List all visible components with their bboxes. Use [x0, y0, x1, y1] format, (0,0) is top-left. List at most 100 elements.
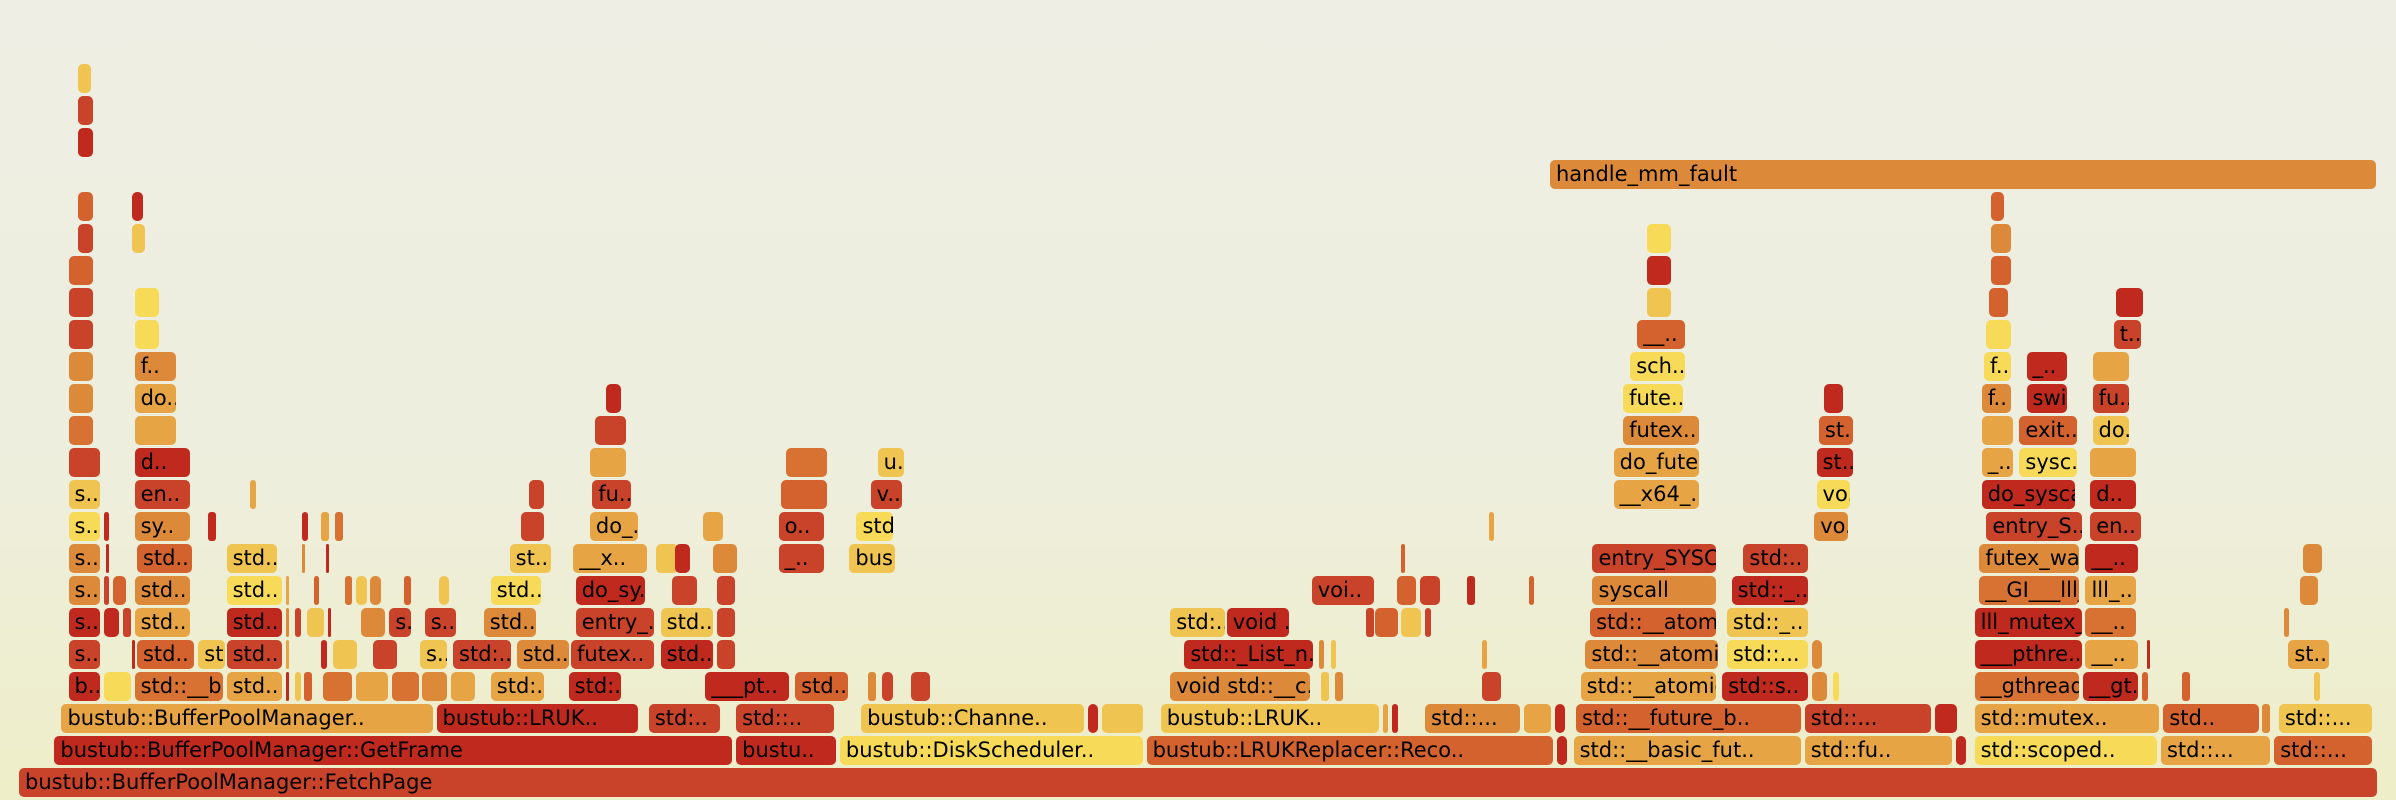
stack-frame-unlabeled[interactable] [77, 192, 93, 221]
stack-frame[interactable]: lll_.. [2085, 576, 2136, 605]
stack-frame-unlabeled[interactable] [313, 576, 320, 605]
stack-frame-unlabeled[interactable] [1335, 672, 1344, 701]
stack-frame[interactable]: ___pt.. [705, 672, 789, 701]
stack-frame-unlabeled[interactable] [1481, 640, 1488, 669]
stack-frame-unlabeled[interactable] [323, 672, 353, 701]
stack-frame[interactable]: std.. [226, 640, 282, 669]
stack-frame[interactable]: __.. [2085, 640, 2139, 669]
stack-frame[interactable]: std:.. [648, 704, 721, 733]
stack-frame[interactable]: lll_mutex_.. [1974, 608, 2082, 637]
stack-frame-unlabeled[interactable] [785, 448, 827, 477]
stack-frame-unlabeled[interactable] [77, 224, 93, 253]
stack-frame-unlabeled[interactable] [1981, 416, 2014, 445]
stack-frame-unlabeled[interactable] [103, 576, 110, 605]
stack-frame[interactable]: fu.. [2092, 384, 2129, 413]
stack-frame[interactable]: st.. [198, 640, 226, 669]
stack-frame[interactable]: vo.. [1814, 512, 1849, 541]
stack-frame[interactable]: voi.. [1311, 576, 1374, 605]
stack-frame[interactable]: std::__atomi.. [1585, 640, 1719, 669]
stack-frame-unlabeled[interactable] [1991, 192, 2004, 221]
stack-frame[interactable]: std:... [568, 672, 622, 701]
stack-frame[interactable]: vo.. [1816, 480, 1851, 509]
stack-frame-unlabeled[interactable] [77, 96, 93, 125]
stack-frame-unlabeled[interactable] [1646, 224, 1672, 253]
stack-frame-unlabeled[interactable] [68, 256, 93, 285]
stack-frame[interactable]: __.. [2085, 608, 2136, 637]
stack-frame-unlabeled[interactable] [77, 128, 93, 157]
stack-frame-unlabeled[interactable] [1988, 288, 2009, 317]
stack-frame[interactable]: std.. [516, 640, 570, 669]
stack-frame-unlabeled[interactable] [325, 544, 329, 573]
stack-frame-unlabeled[interactable] [68, 448, 101, 477]
stack-frame-unlabeled[interactable] [302, 512, 308, 541]
stack-frame[interactable]: s.. [68, 480, 101, 509]
stack-frame[interactable]: std:.. [1743, 544, 1808, 573]
stack-frame-unlabeled[interactable] [332, 640, 358, 669]
stack-frame-unlabeled[interactable] [780, 480, 827, 509]
stack-frame-unlabeled[interactable] [1330, 640, 1337, 669]
stack-frame[interactable]: do.. [2092, 416, 2129, 445]
stack-frame[interactable]: ___pthre.. [1974, 640, 2082, 669]
stack-frame-unlabeled[interactable] [1391, 704, 1398, 733]
stack-frame[interactable]: s.. [68, 544, 101, 573]
stack-frame-unlabeled[interactable] [320, 512, 329, 541]
stack-frame-unlabeled[interactable] [2142, 672, 2148, 701]
stack-frame-unlabeled[interactable] [134, 416, 176, 445]
stack-frame-unlabeled[interactable] [132, 640, 136, 669]
stack-frame[interactable]: do.. [134, 384, 176, 413]
stack-frame[interactable]: std.. [136, 640, 195, 669]
stack-frame[interactable]: bustub::Channe.. [861, 704, 1084, 733]
stack-frame-unlabeled[interactable] [1833, 672, 1839, 701]
stack-frame-unlabeled[interactable] [1811, 640, 1823, 669]
stack-frame-unlabeled[interactable] [285, 608, 289, 637]
stack-frame[interactable]: __x.. [573, 544, 648, 573]
stack-frame-unlabeled[interactable] [403, 576, 412, 605]
stack-frame[interactable]: d.. [134, 448, 190, 477]
stack-frame[interactable]: syscall [1592, 576, 1716, 605]
stack-frame-unlabeled[interactable] [370, 576, 381, 605]
stack-frame[interactable]: std.. [134, 608, 190, 637]
stack-frame[interactable]: std::.. [736, 704, 834, 733]
stack-frame-unlabeled[interactable] [1420, 576, 1440, 605]
stack-frame[interactable]: f.. [134, 352, 176, 381]
stack-frame-unlabeled[interactable] [77, 64, 91, 93]
stack-frame-unlabeled[interactable] [306, 608, 325, 637]
stack-frame-unlabeled[interactable] [2090, 448, 2136, 477]
stack-frame[interactable]: __GI___lll_.. [1979, 576, 2080, 605]
stack-frame-unlabeled[interactable] [868, 672, 877, 701]
stack-frame[interactable]: __x64_.. [1613, 480, 1700, 509]
stack-frame[interactable]: futex.. [1623, 416, 1700, 445]
stack-frame-unlabeled[interactable] [372, 640, 398, 669]
stack-frame[interactable]: sch.. [1630, 352, 1686, 381]
stack-frame-unlabeled[interactable] [882, 672, 893, 701]
stack-frame-unlabeled[interactable] [712, 544, 737, 573]
stack-frame-unlabeled[interactable] [302, 544, 306, 573]
stack-frame-unlabeled[interactable] [672, 576, 697, 605]
stack-frame[interactable]: std.. [490, 576, 542, 605]
stack-frame-unlabeled[interactable] [1365, 608, 1374, 637]
stack-frame-unlabeled[interactable] [68, 384, 93, 413]
stack-frame-unlabeled[interactable] [1554, 704, 1565, 733]
stack-frame-unlabeled[interactable] [1934, 704, 1957, 733]
stack-frame[interactable]: u.. [877, 448, 905, 477]
stack-frame[interactable]: f.. [1984, 352, 2011, 381]
stack-frame-unlabeled[interactable] [1401, 608, 1422, 637]
stack-frame[interactable]: sysc.. [2019, 448, 2077, 477]
stack-frame-unlabeled[interactable] [1811, 672, 1827, 701]
stack-frame[interactable]: bus.. [849, 544, 896, 573]
stack-frame[interactable]: std.. [795, 672, 848, 701]
stack-frame[interactable]: fute.. [1623, 384, 1683, 413]
stack-frame-unlabeled[interactable] [2283, 608, 2290, 637]
stack-frame-unlabeled[interactable] [356, 672, 388, 701]
stack-frame[interactable]: std:.. [453, 640, 511, 669]
stack-frame[interactable]: std::... [2278, 704, 2372, 733]
stack-frame[interactable]: do_.. [589, 512, 638, 541]
stack-frame[interactable]: std.. [226, 672, 282, 701]
stack-frame[interactable]: std.. [483, 608, 537, 637]
stack-frame[interactable]: std.. [226, 576, 282, 605]
stack-frame[interactable]: std::_.. [1731, 576, 1808, 605]
stack-frame[interactable]: st.. [509, 544, 551, 573]
stack-frame-unlabeled[interactable] [285, 672, 289, 701]
stack-frame[interactable]: std::s.. [1722, 672, 1808, 701]
stack-frame[interactable]: std::mutex.. [1974, 704, 2160, 733]
